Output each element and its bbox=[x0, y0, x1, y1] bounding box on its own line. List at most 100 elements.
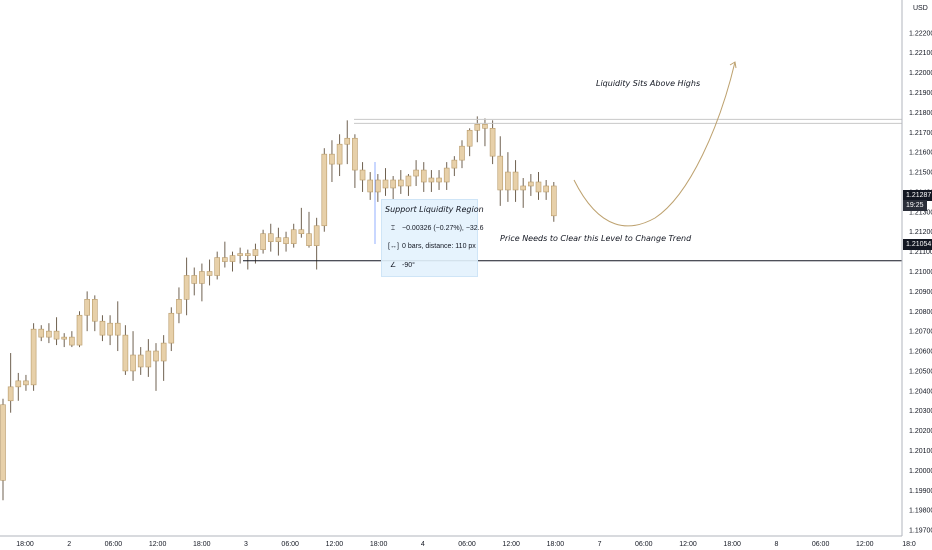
candle[interactable] bbox=[23, 374, 29, 391]
candle[interactable] bbox=[298, 207, 305, 238]
candle[interactable] bbox=[267, 223, 274, 252]
candle[interactable] bbox=[436, 170, 442, 190]
candle[interactable] bbox=[15, 372, 22, 401]
candle[interactable] bbox=[30, 323, 37, 391]
candle[interactable] bbox=[69, 331, 75, 348]
candle[interactable] bbox=[130, 331, 136, 381]
candle[interactable] bbox=[283, 231, 289, 252]
candle[interactable] bbox=[237, 247, 243, 264]
candle-body bbox=[505, 171, 511, 191]
candle[interactable] bbox=[46, 323, 52, 344]
candle[interactable] bbox=[275, 227, 282, 256]
candle[interactable] bbox=[497, 136, 504, 206]
candle[interactable] bbox=[76, 311, 83, 348]
candle-body bbox=[160, 342, 167, 362]
candle[interactable] bbox=[206, 259, 213, 286]
candle[interactable] bbox=[252, 243, 259, 264]
candle[interactable] bbox=[260, 229, 266, 254]
candle[interactable] bbox=[306, 211, 312, 248]
candle[interactable] bbox=[482, 118, 488, 147]
candle[interactable] bbox=[99, 315, 106, 342]
time-tick-label: 12:00 bbox=[502, 541, 520, 548]
measure-info-box[interactable]: Support Liquidity Region ⌶ −0.00326 (−0.2… bbox=[381, 199, 484, 277]
bars-range-value: 0 bars, distance: 110 px bbox=[402, 243, 476, 250]
candle[interactable] bbox=[390, 176, 396, 200]
candle[interactable] bbox=[183, 257, 190, 316]
candle[interactable] bbox=[489, 120, 496, 165]
candle[interactable] bbox=[451, 156, 458, 177]
candle[interactable] bbox=[352, 134, 358, 188]
candle[interactable] bbox=[92, 295, 98, 332]
candle[interactable] bbox=[367, 172, 374, 200]
candle[interactable] bbox=[443, 162, 450, 190]
candle[interactable] bbox=[428, 170, 435, 192]
candle[interactable] bbox=[344, 120, 351, 165]
candle-body bbox=[482, 124, 488, 129]
candle[interactable] bbox=[336, 134, 343, 177]
trend-level-label[interactable]: Price Needs to Clear this Level to Chang… bbox=[500, 234, 692, 243]
time-tick-label: 06:00 bbox=[812, 541, 830, 548]
candle-body bbox=[191, 275, 198, 284]
candle[interactable] bbox=[176, 287, 182, 324]
candle[interactable] bbox=[512, 160, 519, 202]
candle[interactable] bbox=[313, 217, 320, 270]
candle[interactable] bbox=[505, 152, 511, 202]
candle[interactable] bbox=[474, 116, 481, 143]
price-tick-label: 1.20700 bbox=[909, 329, 932, 336]
candle[interactable] bbox=[53, 317, 60, 346]
candle[interactable] bbox=[329, 140, 335, 182]
levels-layer bbox=[243, 118, 902, 262]
candle[interactable] bbox=[122, 325, 129, 375]
candle-body bbox=[375, 179, 381, 193]
candle[interactable] bbox=[114, 301, 121, 352]
candle[interactable] bbox=[543, 180, 549, 200]
candle[interactable] bbox=[222, 241, 228, 268]
candle[interactable] bbox=[528, 174, 534, 196]
candle[interactable] bbox=[199, 263, 205, 302]
candle[interactable] bbox=[84, 291, 90, 332]
candle[interactable] bbox=[61, 333, 68, 348]
candle[interactable] bbox=[160, 335, 167, 381]
price-tick-label: 1.20800 bbox=[909, 309, 932, 316]
candle[interactable] bbox=[321, 148, 328, 232]
candle[interactable] bbox=[420, 162, 427, 192]
price-tick-label: 1.20000 bbox=[909, 468, 932, 475]
candle[interactable] bbox=[466, 128, 473, 157]
projection-curve bbox=[573, 61, 736, 227]
candle[interactable] bbox=[359, 162, 366, 192]
candle[interactable] bbox=[397, 170, 404, 194]
candle[interactable] bbox=[245, 249, 251, 270]
candle[interactable] bbox=[153, 343, 159, 391]
candle[interactable] bbox=[168, 307, 175, 352]
candle[interactable] bbox=[0, 398, 6, 501]
candle[interactable] bbox=[38, 325, 45, 342]
candle-body bbox=[168, 312, 175, 344]
candle-body bbox=[23, 380, 29, 386]
candle-body bbox=[459, 145, 465, 161]
angle-row: ∠ -90° bbox=[388, 261, 415, 269]
candle[interactable] bbox=[459, 140, 465, 169]
candle[interactable] bbox=[382, 168, 389, 196]
candle[interactable] bbox=[191, 267, 198, 296]
candle[interactable] bbox=[520, 178, 527, 208]
candle[interactable] bbox=[375, 174, 381, 202]
candle-body bbox=[306, 233, 312, 246]
candle[interactable] bbox=[229, 251, 236, 272]
time-axis[interactable]: 18:00 2 06:00 12:00 18:00 3 06:00 12:00 18:00 4 06… bbox=[16, 541, 916, 548]
price-axis[interactable]: 1.22200 1.22100 1.22000 1.21900 1.21800 1.217… bbox=[909, 30, 932, 534]
candle[interactable] bbox=[413, 160, 419, 186]
candle[interactable] bbox=[137, 347, 144, 375]
price-tick-label: 1.21800 bbox=[909, 110, 932, 117]
candle[interactable] bbox=[107, 315, 113, 346]
candle[interactable] bbox=[145, 339, 152, 377]
candle[interactable] bbox=[535, 172, 542, 200]
candle[interactable] bbox=[7, 353, 14, 413]
candle-body bbox=[405, 175, 412, 187]
candle[interactable] bbox=[290, 223, 297, 248]
liquidity-above-highs-label[interactable]: Liquidity Sits Above Highs bbox=[596, 79, 701, 88]
candle[interactable] bbox=[405, 174, 412, 196]
candle[interactable] bbox=[214, 251, 220, 280]
candle[interactable] bbox=[550, 182, 557, 222]
time-tick-label: 12:00 bbox=[149, 541, 167, 548]
